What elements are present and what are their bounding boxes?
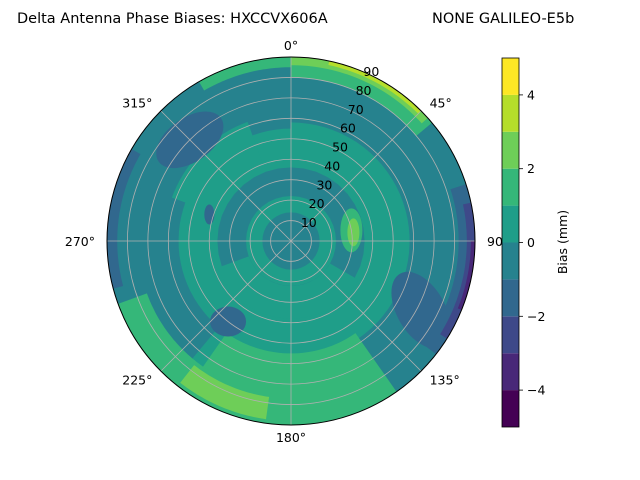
colorbar-segment: [502, 58, 519, 95]
angular-tick-label: 135°: [430, 373, 460, 388]
colorbar-tick-label: 0: [527, 235, 535, 250]
angular-tick-label: 225°: [122, 373, 152, 388]
colorbar-tick-label: −4: [527, 383, 545, 398]
radial-tick-label: 20: [309, 196, 325, 211]
colorbar-segment: [502, 205, 519, 243]
contour-fill-1-to-2-northeast: [291, 57, 436, 136]
contour-fill-1-to-2-north: [197, 57, 291, 91]
angular-gridline: [160, 240, 292, 372]
radial-tick-label: 90: [363, 64, 379, 79]
colorbar-segment: [502, 390, 519, 427]
radial-tick-label: 40: [324, 158, 340, 173]
chart-title-right: NONE GALILEO-E5b: [432, 11, 574, 27]
radial-tick-label: 30: [316, 177, 332, 192]
colorbar-segment: [502, 316, 519, 354]
colorbar-segment: [502, 131, 519, 169]
contour-fill-neg2-to-neg1-west-spot: [204, 204, 215, 225]
polar-outline: [106, 56, 476, 426]
angular-gridline: [160, 110, 292, 242]
contour-fill-neg2-to-neg1-east-rim: [423, 182, 475, 357]
contour-fill-neg3-to-neg2-east-rim: [440, 201, 475, 341]
colorbar-segment: [502, 353, 519, 391]
polar-grid: [107, 57, 475, 425]
angular-gridline: [290, 110, 422, 242]
colorbar-segment: [502, 242, 519, 280]
radial-tick-label: 60: [340, 121, 356, 136]
radial-tick-label: 10: [301, 215, 317, 230]
radial-tick-label: 70: [348, 102, 364, 117]
colorbar-label: Bias (mm): [555, 210, 570, 274]
radial-tick-label: 80: [356, 83, 372, 98]
radial-tick-label: 50: [332, 140, 348, 155]
contour-fill-3-to-4-rim: [328, 57, 424, 114]
colorbar-tick-label: 2: [527, 161, 535, 176]
angular-tick-label: 0°: [284, 38, 298, 53]
angular-tick-label: 315°: [122, 95, 152, 110]
angular-tick-label: 270°: [65, 234, 95, 249]
colorbar: −4 −2 0 2 4: [501, 57, 545, 428]
radial-tick-labels: 10 20 30 40 50 60 70 80 90: [301, 64, 380, 230]
colorbar-tick-label: −2: [527, 309, 545, 324]
angular-gridline: [290, 240, 422, 372]
contour-fill-0-to-1-south-arc: [218, 256, 359, 319]
colorbar-segment: [502, 168, 519, 206]
angular-tick-label: 45°: [430, 95, 452, 110]
angular-tick-label: 180°: [276, 430, 306, 445]
colorbar-tick-label: 4: [527, 87, 535, 102]
colorbar-segment: [502, 94, 519, 132]
colorbar-segment: [502, 279, 519, 317]
chart-title-left: Delta Antenna Phase Biases: HXCCVX606A: [17, 11, 328, 27]
